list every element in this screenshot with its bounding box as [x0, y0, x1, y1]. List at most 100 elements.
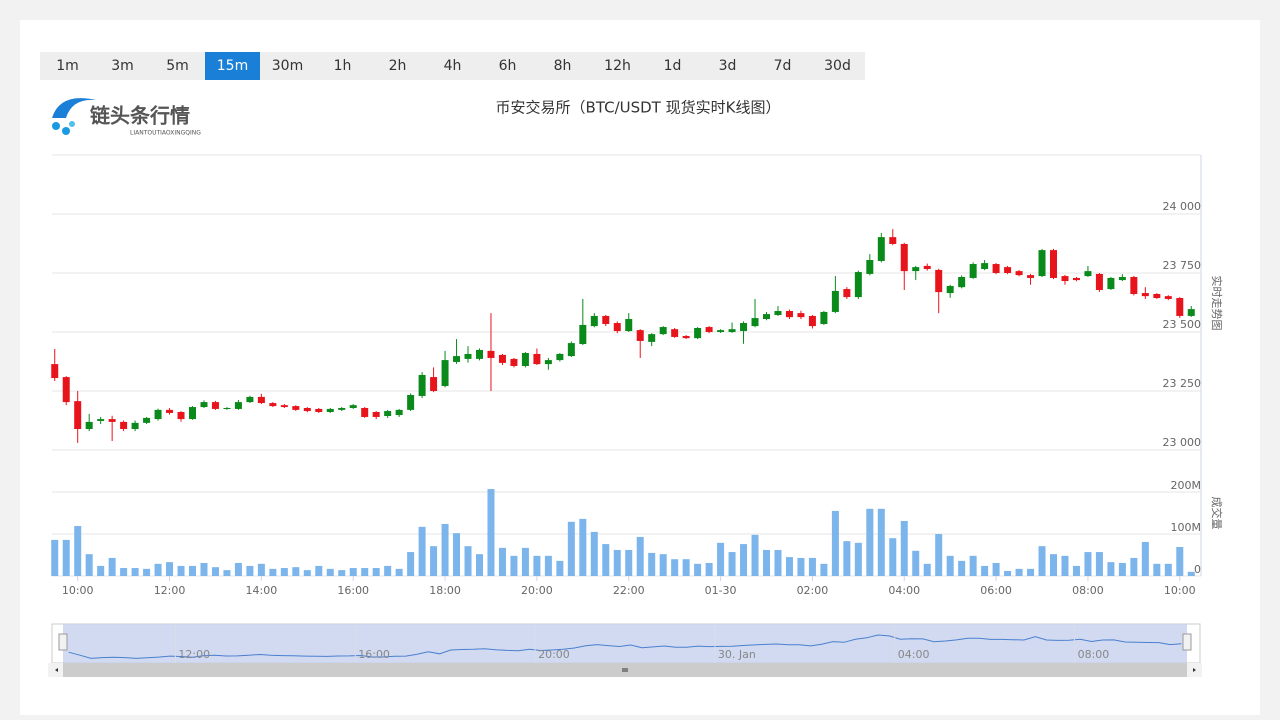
navigator-handle[interactable]	[58, 633, 68, 651]
volume-bar	[774, 549, 782, 576]
volume-bar	[510, 555, 518, 576]
volume-bar	[567, 521, 575, 576]
candle-body	[487, 350, 495, 358]
volume-bar	[717, 542, 725, 576]
volume-bar	[659, 554, 667, 576]
candle-body	[740, 323, 748, 332]
volume-bar	[234, 562, 242, 576]
interval-button[interactable]: 3d	[718, 58, 737, 74]
candle-body	[418, 374, 426, 396]
candle-body	[361, 407, 369, 417]
navigator-handle[interactable]	[1182, 633, 1192, 651]
candle-body	[935, 269, 943, 293]
interval-button[interactable]: 1d	[663, 58, 682, 74]
x-tick-label: 02:00	[797, 584, 829, 597]
interval-button[interactable]: 2h	[388, 58, 407, 74]
candle-body	[705, 327, 713, 332]
candle-body	[808, 315, 816, 327]
volume-bar	[407, 552, 415, 576]
candle-body	[785, 310, 793, 318]
volume-bar	[877, 508, 885, 576]
volume-bar	[154, 563, 162, 576]
interval-button[interactable]: 8h	[553, 58, 572, 74]
candle-body	[774, 310, 782, 316]
candle-body	[854, 272, 862, 298]
candle-body	[51, 364, 59, 379]
y-tick-label: 23 750	[1163, 259, 1202, 272]
candle-body	[556, 353, 564, 361]
interval-button[interactable]: 30m	[271, 58, 304, 74]
interval-button[interactable]: 7d	[773, 58, 792, 74]
interval-button[interactable]: 6h	[498, 58, 517, 74]
volume-bar	[453, 533, 461, 576]
volume-bar	[326, 568, 334, 576]
candle-body	[671, 329, 679, 337]
interval-button[interactable]: 30d	[824, 58, 851, 74]
candle-body	[510, 358, 518, 366]
volume-bar	[476, 554, 483, 576]
candle-body	[166, 409, 174, 413]
volume-bar	[1164, 563, 1172, 576]
interval-button[interactable]: 15m	[205, 52, 260, 80]
candle-body	[292, 406, 300, 410]
logo-dot	[62, 127, 70, 135]
volume-bar	[1015, 568, 1023, 576]
interval-button[interactable]: 1m	[56, 58, 79, 74]
volume-bar	[590, 531, 598, 576]
volume-bar	[143, 568, 151, 576]
interval-button[interactable]: 5m	[166, 58, 189, 74]
volume-bar	[946, 555, 954, 576]
volume-bar	[820, 563, 828, 576]
volume-bar	[613, 549, 621, 576]
candle-body	[62, 377, 70, 403]
volume-bar	[740, 544, 748, 576]
candle-body	[751, 318, 759, 327]
volume-bar	[51, 539, 59, 576]
candle-body	[625, 319, 633, 332]
candle-body	[154, 409, 162, 420]
volume-bar	[1141, 541, 1149, 576]
interval-button[interactable]: 4h	[443, 58, 462, 74]
volume-bar	[648, 552, 656, 576]
candle-body	[280, 405, 288, 408]
candle-body	[1027, 275, 1035, 278]
volume-bar	[831, 510, 839, 576]
volume-bar	[579, 518, 587, 576]
volume-bar	[958, 560, 966, 576]
candle-body	[453, 356, 461, 362]
volume-bar	[85, 554, 93, 576]
volume-bar	[1107, 562, 1115, 576]
candle-body	[143, 417, 151, 423]
volume-bar	[889, 538, 897, 576]
navigator-range[interactable]	[63, 624, 1187, 663]
volume-axis-title: 成交量	[1210, 497, 1224, 530]
volume-bar	[166, 562, 174, 576]
candle-body	[521, 353, 529, 366]
candle-body	[384, 411, 392, 417]
candle-body	[1141, 293, 1149, 297]
candle-body	[315, 408, 323, 413]
candle-body	[395, 409, 403, 416]
logo-dot	[69, 121, 75, 127]
navigator-label: 30. Jan	[718, 648, 756, 661]
candle-body	[866, 260, 874, 274]
interval-button[interactable]: 12h	[604, 58, 631, 74]
candle-body	[441, 360, 449, 387]
y-tick-label: 23 500	[1163, 318, 1202, 331]
volume-bar	[923, 563, 931, 576]
candle-body	[257, 396, 265, 404]
volume-bar	[544, 555, 552, 576]
volume-bar	[246, 565, 254, 576]
interval-button[interactable]: 3m	[111, 58, 134, 74]
volume-bar	[257, 563, 265, 576]
volume-bar	[269, 568, 277, 576]
volume-bar	[785, 557, 793, 576]
volume-bar	[211, 567, 219, 576]
candle-body	[464, 353, 472, 359]
navigator-label: 16:00	[358, 648, 390, 661]
volume-bar	[602, 544, 610, 576]
volume-bar	[430, 546, 438, 576]
candle-body	[659, 327, 667, 335]
interval-button[interactable]: 1h	[333, 58, 352, 74]
